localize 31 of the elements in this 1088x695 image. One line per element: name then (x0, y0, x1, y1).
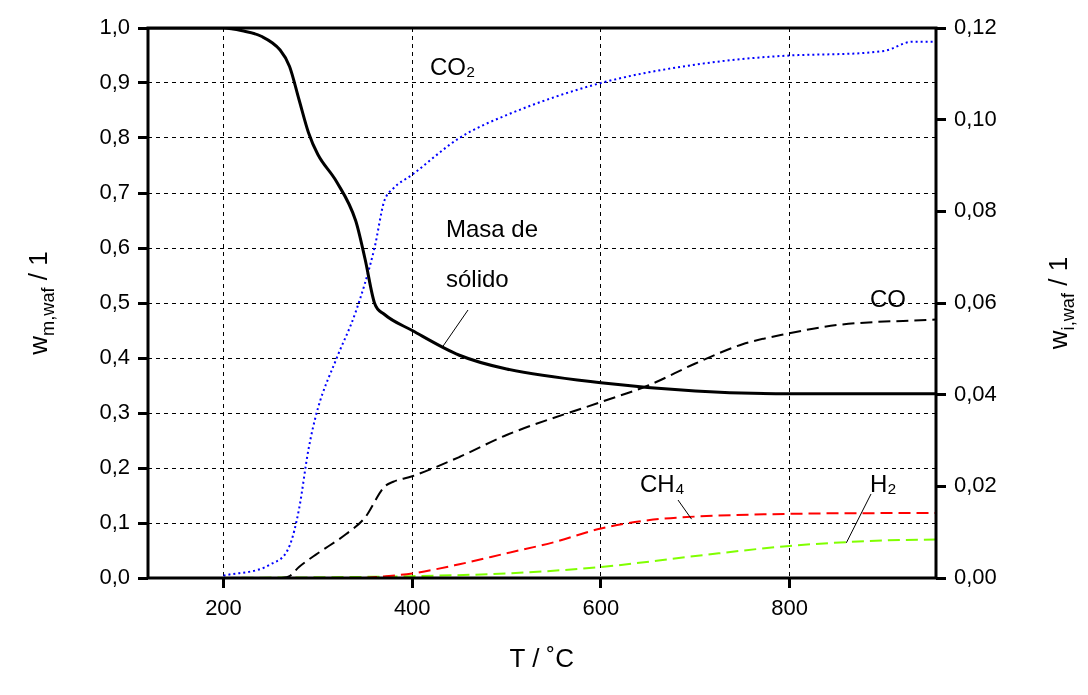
y2-tick-label: 0,10 (954, 105, 997, 131)
y-tick-label: 0,2 (99, 454, 130, 480)
y-tick-label: 0,4 (99, 344, 130, 370)
annotation: H₂ (870, 469, 897, 497)
y-tick-label: 0,1 (99, 509, 130, 535)
y2-tick-label: 0,12 (954, 14, 997, 40)
y-tick-label: 0,9 (99, 69, 130, 95)
y2-tick-label: 0,02 (954, 472, 997, 498)
x-tick-label: 600 (582, 595, 620, 621)
y2-tick-label: 0,00 (954, 564, 997, 590)
y-axis-title: wm,waf / 1 (23, 251, 59, 356)
line-series (222, 40, 936, 577)
y2-tick-label: 0,04 (954, 380, 997, 406)
annotation: CH₄ (640, 469, 685, 497)
y-tick-label: 1,0 (99, 14, 130, 40)
annotation: Masa de sólido (446, 214, 539, 292)
x-tick-label: 400 (393, 595, 431, 621)
y-tick-label: 0,7 (99, 179, 130, 205)
annotation: CO₂ (430, 52, 476, 80)
y-tick-label: 0,6 (99, 234, 130, 260)
annotation: CO (870, 284, 906, 312)
x-axis-title: T / ˚C (509, 643, 575, 674)
y-tick-label: 0,5 (99, 289, 130, 315)
y-tick-label: 0,3 (99, 399, 130, 425)
y-tick-label: 0,0 (99, 564, 130, 590)
x-tick-label: 200 (205, 595, 242, 621)
y-tick-label: 0,8 (99, 124, 130, 150)
x-tick-label: 800 (771, 595, 809, 621)
y2-tick-label: 0,08 (954, 197, 997, 223)
y2-axis-title: wi,waf / 1 (1043, 256, 1079, 351)
y2-tick-label: 0,06 (954, 289, 997, 315)
